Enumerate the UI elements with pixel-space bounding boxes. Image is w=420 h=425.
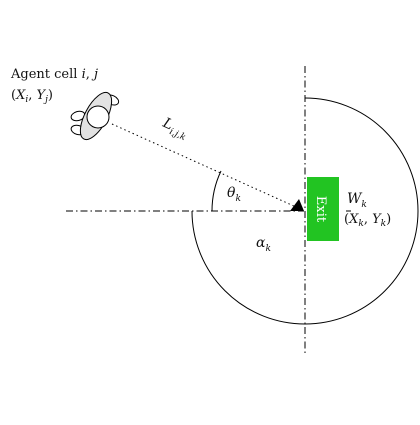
alpha-arc: [191, 97, 419, 325]
distance-line: [111, 123, 297, 208]
exit-position-label: (Xk, Yk): [344, 212, 391, 229]
agent-position-label: (Xi, Yj): [11, 88, 53, 105]
agent-icon: [70, 91, 120, 141]
theta-arc: [211, 170, 222, 212]
exit-box: [307, 177, 339, 241]
exit-width-label: Wk: [347, 191, 367, 210]
distance-label: Li,j,k: [158, 115, 191, 143]
agent-label: Agent cell i, j: [10, 67, 98, 82]
exit-text: Exit: [313, 196, 328, 223]
theta-label: θk: [227, 185, 241, 204]
exit-door: Exit: [307, 177, 339, 241]
distance-arrowhead: [290, 199, 304, 211]
alpha-label: αk: [256, 235, 271, 254]
